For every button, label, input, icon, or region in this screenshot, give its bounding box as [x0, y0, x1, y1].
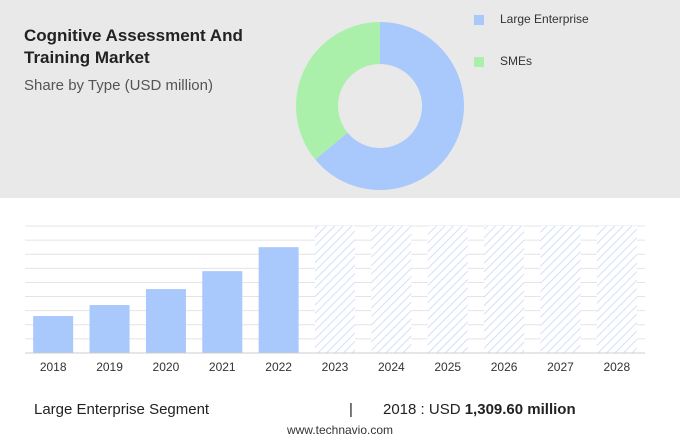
x-tick-label: 2019: [96, 360, 123, 374]
donut-slice: [315, 22, 464, 190]
forecast-placeholder: [540, 226, 581, 353]
x-tick-label: 2018: [40, 360, 67, 374]
x-tick-label: 2025: [434, 360, 461, 374]
bar: [145, 289, 186, 353]
bar: [33, 316, 74, 353]
legend-label: SMEs: [500, 54, 532, 68]
year-label: 2018 : USD: [383, 401, 461, 418]
forecast-placeholder: [484, 226, 525, 353]
x-tick-label: 2027: [547, 360, 574, 374]
bar: [202, 271, 243, 353]
bar: [89, 305, 130, 353]
x-tick-label: 2024: [378, 360, 405, 374]
legend-swatch: [474, 57, 484, 67]
segment-label: Large Enterprise Segment: [34, 401, 210, 418]
x-tick-label: 2022: [265, 360, 292, 374]
legend-label: Large Enterprise: [500, 12, 589, 26]
separator: |: [349, 401, 353, 418]
forecast-placeholder: [427, 226, 468, 353]
highlight-value: 1,309.60 million: [464, 401, 576, 418]
x-tick-label: 2028: [603, 360, 630, 374]
forecast-placeholder: [371, 226, 412, 353]
x-tick-label: 2023: [322, 360, 349, 374]
donut-slice: [295, 22, 380, 160]
source: www.technavio.com: [286, 423, 394, 437]
forecast-placeholder: [315, 226, 355, 353]
x-tick-label: 2026: [491, 360, 518, 374]
forecast-placeholder: [596, 226, 637, 353]
bar: [258, 247, 299, 353]
x-tick-label: 2021: [209, 360, 236, 374]
highlight: 2018 : USD 1,309.60 million: [383, 401, 576, 418]
chart-subtitle: Share by Type (USD million): [24, 77, 213, 94]
legend-swatch: [474, 15, 484, 25]
x-tick-label: 2020: [153, 360, 180, 374]
chart-title: Cognitive Assessment And Training Market: [24, 26, 243, 67]
